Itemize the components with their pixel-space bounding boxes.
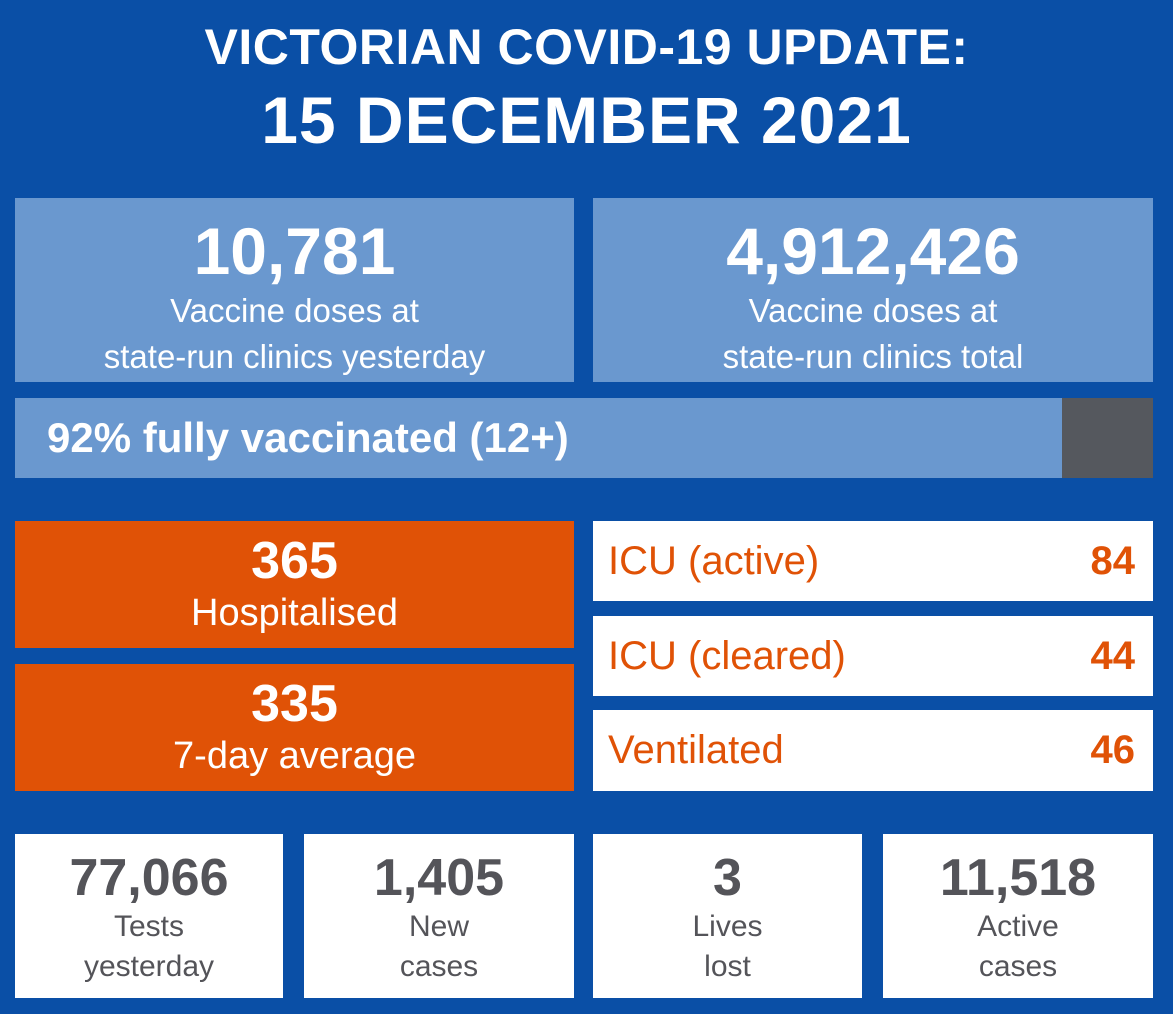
seven-day-average-value: 335 [251, 675, 338, 733]
doses-yesterday-label-2: state-run clinics yesterday [103, 338, 486, 375]
lives-lost-label-1: Lives [692, 910, 763, 943]
icu-cleared-value: 44 [1090, 633, 1136, 678]
doses-yesterday-card: 10,781 Vaccine doses at state-run clinic… [15, 198, 574, 382]
new-cases-value: 1,405 [373, 849, 505, 907]
hospitalised-card: 365 Hospitalised [15, 521, 574, 648]
page-title: VICTORIAN COVID-19 UPDATE: [204, 19, 969, 75]
doses-total-label-1: Vaccine doses at [748, 292, 998, 329]
ventilated-label: Ventilated [608, 728, 784, 772]
fully-vaccinated-bar: 92% fully vaccinated (12+) [15, 398, 1153, 478]
lives-lost-value: 3 [713, 849, 742, 907]
active-cases-card: 11,518 Active cases [883, 834, 1153, 998]
active-cases-value: 11,518 [939, 849, 1097, 907]
tests-yesterday-value: 77,066 [69, 849, 229, 907]
doses-total-value: 4,912,426 [726, 214, 1020, 288]
doses-yesterday-label-1: Vaccine doses at [170, 292, 419, 329]
tests-yesterday-label-2: yesterday [83, 950, 215, 983]
fully-vaccinated-text: 92% fully vaccinated (12+) [47, 414, 569, 461]
icu-cleared-row: ICU (cleared) 44 [593, 616, 1153, 696]
seven-day-average-label: 7-day average [173, 735, 416, 777]
icu-active-row: ICU (active) 84 [593, 521, 1153, 601]
active-cases-label-1: Active [977, 910, 1059, 943]
lives-lost-card: 3 Lives lost [593, 834, 862, 998]
seven-day-average-card: 335 7-day average [15, 664, 574, 791]
new-cases-card: 1,405 New cases [304, 834, 574, 998]
tests-yesterday-label-1: Tests [113, 910, 185, 943]
doses-total-card: 4,912,426 Vaccine doses at state-run cli… [593, 198, 1153, 382]
ventilated-value: 46 [1090, 728, 1136, 772]
icu-cleared-label: ICU (cleared) [608, 633, 846, 678]
not-fully-vaccinated-segment [1061, 398, 1153, 478]
icu-active-value: 84 [1090, 538, 1136, 583]
fully-vaccinated-fill [15, 398, 1062, 478]
update-date: 15 DECEMBER 2021 [261, 83, 912, 157]
lives-lost-label-2: lost [704, 950, 751, 983]
active-cases-label-2: cases [978, 950, 1058, 983]
doses-yesterday-value: 10,781 [193, 214, 396, 288]
hospitalised-label: Hospitalised [191, 592, 398, 634]
new-cases-label-1: New [408, 910, 469, 943]
hospitalised-value: 365 [251, 532, 338, 590]
tests-yesterday-card: 77,066 Tests yesterday [15, 834, 283, 998]
ventilated-row: Ventilated 46 [593, 710, 1153, 791]
icu-active-label: ICU (active) [608, 538, 820, 583]
doses-total-label-2: state-run clinics total [722, 338, 1024, 375]
new-cases-label-2: cases [399, 950, 479, 983]
